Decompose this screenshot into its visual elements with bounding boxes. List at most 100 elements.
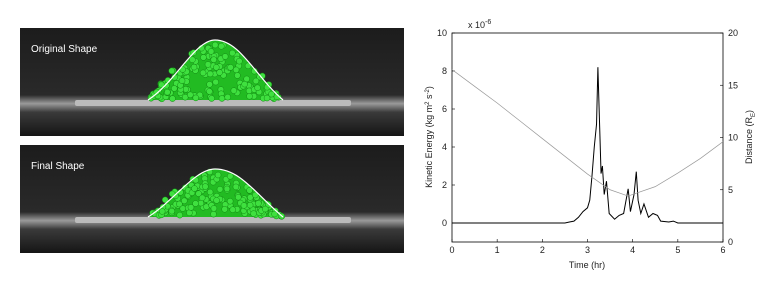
grain [262, 205, 269, 213]
grain [168, 67, 175, 75]
grain [171, 85, 178, 92]
y2-tick-label: 15 [728, 80, 738, 90]
grain [206, 81, 213, 88]
grain [227, 64, 234, 71]
grain [255, 200, 262, 207]
label-part: Kinetic Energy (kg m [424, 105, 434, 188]
x-tick-label: 4 [630, 245, 635, 255]
plot-frame [451, 32, 724, 243]
grain [246, 187, 253, 194]
grain [218, 43, 225, 50]
grain [252, 77, 260, 85]
series-line [452, 67, 723, 224]
grain [216, 69, 223, 76]
grain [192, 94, 200, 102]
grain [199, 69, 207, 77]
grain [271, 210, 278, 218]
label-part: Distance (R [744, 117, 754, 165]
grain [189, 56, 196, 63]
grain [208, 95, 215, 102]
exp-base: x 10 [468, 20, 485, 30]
grain [199, 194, 206, 202]
grain [210, 205, 218, 212]
grain [236, 57, 243, 65]
grain [195, 190, 202, 197]
grain [169, 95, 176, 102]
grain [224, 93, 231, 101]
x-axis-label: Time (hr) [569, 260, 605, 270]
grain [211, 41, 219, 49]
y2-tick-label: 5 [728, 185, 733, 195]
panel-label: Original Shape [31, 44, 98, 55]
grain [200, 54, 207, 61]
grain [232, 66, 240, 74]
y2-axis-label: Distance (RE) [744, 110, 757, 164]
grain [187, 204, 195, 211]
grain [229, 49, 236, 57]
grain [226, 197, 234, 205]
x-tick-label: 5 [675, 245, 680, 255]
label-sup: -2 [425, 88, 431, 94]
panel-label: Final Shape [31, 161, 85, 172]
grain [186, 209, 193, 217]
grain [229, 206, 236, 213]
y-tick-label: 6 [442, 104, 447, 114]
outline [147, 39, 284, 101]
series-line [451, 69, 724, 197]
y-tick-label: 2 [442, 180, 447, 190]
grain [158, 208, 166, 215]
grain [210, 210, 217, 218]
x-tick-label: 2 [540, 245, 545, 255]
grain [221, 206, 228, 213]
x-tick-label: 6 [720, 245, 725, 255]
panels: Original Shape Final Shape [20, 28, 404, 253]
ground-slab [75, 217, 351, 223]
grain [235, 193, 242, 201]
y2-tick-label: 10 [728, 133, 738, 143]
grain [202, 183, 209, 190]
grain [243, 75, 250, 83]
chart: x 10-6 Time (hr) Kinetic Energy (kg m2 s… [424, 19, 757, 270]
grain [218, 95, 226, 102]
grain [254, 84, 261, 92]
y2-tick-label: 20 [728, 28, 738, 38]
grain [246, 201, 254, 209]
grain [168, 207, 176, 215]
grain [210, 56, 217, 63]
grain [213, 64, 220, 71]
grain [164, 88, 171, 96]
grain [190, 63, 198, 71]
label-part: ) [744, 110, 754, 113]
grain [250, 210, 257, 217]
grain [212, 78, 219, 86]
grain [153, 88, 160, 96]
y-axis-label: Kinetic Energy (kg m2 s-2) [424, 86, 434, 188]
grain [187, 91, 194, 99]
grain [221, 53, 229, 60]
grain [240, 202, 248, 209]
y-exponent: x 10-6 [468, 19, 491, 30]
grain [176, 211, 183, 219]
exp-power: -6 [485, 19, 491, 26]
x-tick-label: 1 [495, 245, 500, 255]
label-sup: 2 [425, 101, 431, 105]
y-tick-label: 8 [442, 66, 447, 76]
y-tick-label: 10 [437, 28, 447, 38]
grain [207, 48, 215, 55]
x-tick-label: 0 [449, 245, 454, 255]
outline [147, 168, 284, 218]
grain [230, 87, 238, 94]
label-part: ) [424, 86, 434, 89]
grain [234, 72, 241, 79]
grain [206, 188, 214, 196]
grain [214, 171, 222, 179]
y-tick-label: 4 [442, 142, 447, 152]
grain [204, 61, 212, 68]
x-tick-label: 3 [585, 245, 590, 255]
grain [176, 200, 183, 208]
grain [216, 186, 224, 193]
grain [178, 77, 186, 84]
grain [158, 81, 165, 89]
grain [213, 197, 220, 204]
grain [206, 88, 213, 95]
